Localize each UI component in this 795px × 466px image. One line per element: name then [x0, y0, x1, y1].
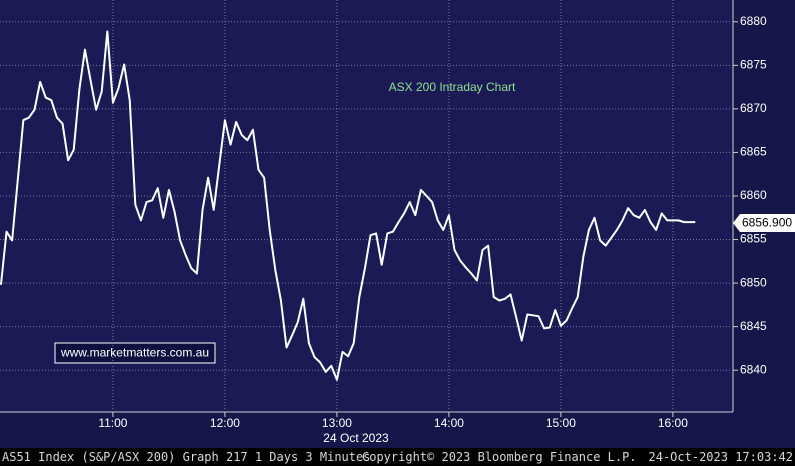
y-tick-label: 6855	[740, 232, 767, 246]
watermark: www.marketmatters.com.au	[60, 346, 209, 360]
x-tick-label: 14:00	[434, 416, 464, 430]
y-tick-label: 6880	[740, 14, 767, 28]
last-value-marker	[733, 213, 795, 232]
x-tick-label: 12:00	[210, 416, 240, 430]
y-tick-label: 6860	[740, 188, 767, 202]
x-tick-label: 13:00	[322, 416, 352, 430]
price-line	[0, 30, 696, 381]
watermark-box	[54, 342, 216, 364]
x-tick-label: 15:00	[546, 416, 576, 430]
last-value-label: 6856.900	[742, 216, 792, 230]
y-tick-label: 6865	[740, 145, 767, 159]
x-tick-label: 11:00	[98, 416, 127, 430]
y-tick-label: 6850	[740, 275, 767, 289]
footer-center: Copyright© 2023 Bloomberg Finance L.P.	[362, 450, 637, 464]
footer-right: 24-Oct-2023 17:03:42	[649, 450, 794, 464]
y-tick-label: 6845	[740, 319, 767, 333]
footer-left: AS51 Index (S&P/ASX 200) Graph 217 1 Day…	[2, 450, 370, 464]
y-tick-label: 6875	[740, 57, 767, 71]
annotation: ASX 200 Intraday Chart	[389, 80, 516, 94]
y-tick-label: 6870	[740, 101, 767, 115]
x-axis-label: 24 Oct 2023	[323, 431, 389, 445]
x-tick-label: 16:00	[658, 416, 688, 430]
y-tick-label: 6840	[740, 362, 767, 376]
footer-bar	[0, 448, 795, 466]
